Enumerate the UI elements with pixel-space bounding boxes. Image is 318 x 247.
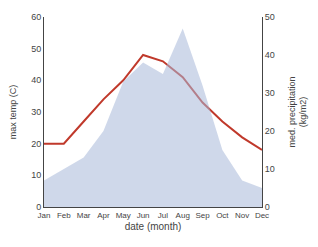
svg-text:0: 0 [265, 202, 270, 212]
svg-text:20: 20 [31, 139, 41, 149]
svg-text:May: May [116, 211, 131, 220]
svg-text:20: 20 [265, 126, 275, 136]
svg-text:40: 40 [265, 50, 275, 60]
svg-text:30: 30 [31, 107, 41, 117]
svg-text:Nov: Nov [235, 211, 249, 220]
svg-text:Jul: Jul [158, 211, 168, 220]
svg-text:10: 10 [31, 170, 41, 180]
svg-text:date (month): date (month) [125, 221, 182, 232]
svg-text:Apr: Apr [97, 211, 110, 220]
svg-text:60: 60 [31, 12, 41, 22]
svg-text:50: 50 [31, 44, 41, 54]
svg-text:Mar: Mar [77, 211, 91, 220]
svg-text:Sep: Sep [195, 211, 210, 220]
svg-text:40: 40 [31, 75, 41, 85]
svg-text:50: 50 [265, 12, 275, 22]
svg-text:med. precipitation(kg/m2): med. precipitation(kg/m2) [287, 76, 309, 147]
svg-text:Jun: Jun [137, 211, 150, 220]
svg-text:0: 0 [36, 202, 41, 212]
svg-text:Dec: Dec [255, 211, 269, 220]
svg-text:Jan: Jan [38, 211, 51, 220]
svg-text:Aug: Aug [176, 211, 190, 220]
svg-text:10: 10 [265, 164, 275, 174]
svg-text:max temp (C): max temp (C) [8, 85, 18, 140]
svg-text:Feb: Feb [57, 211, 71, 220]
svg-text:Oct: Oct [216, 211, 229, 220]
svg-text:30: 30 [265, 88, 275, 98]
